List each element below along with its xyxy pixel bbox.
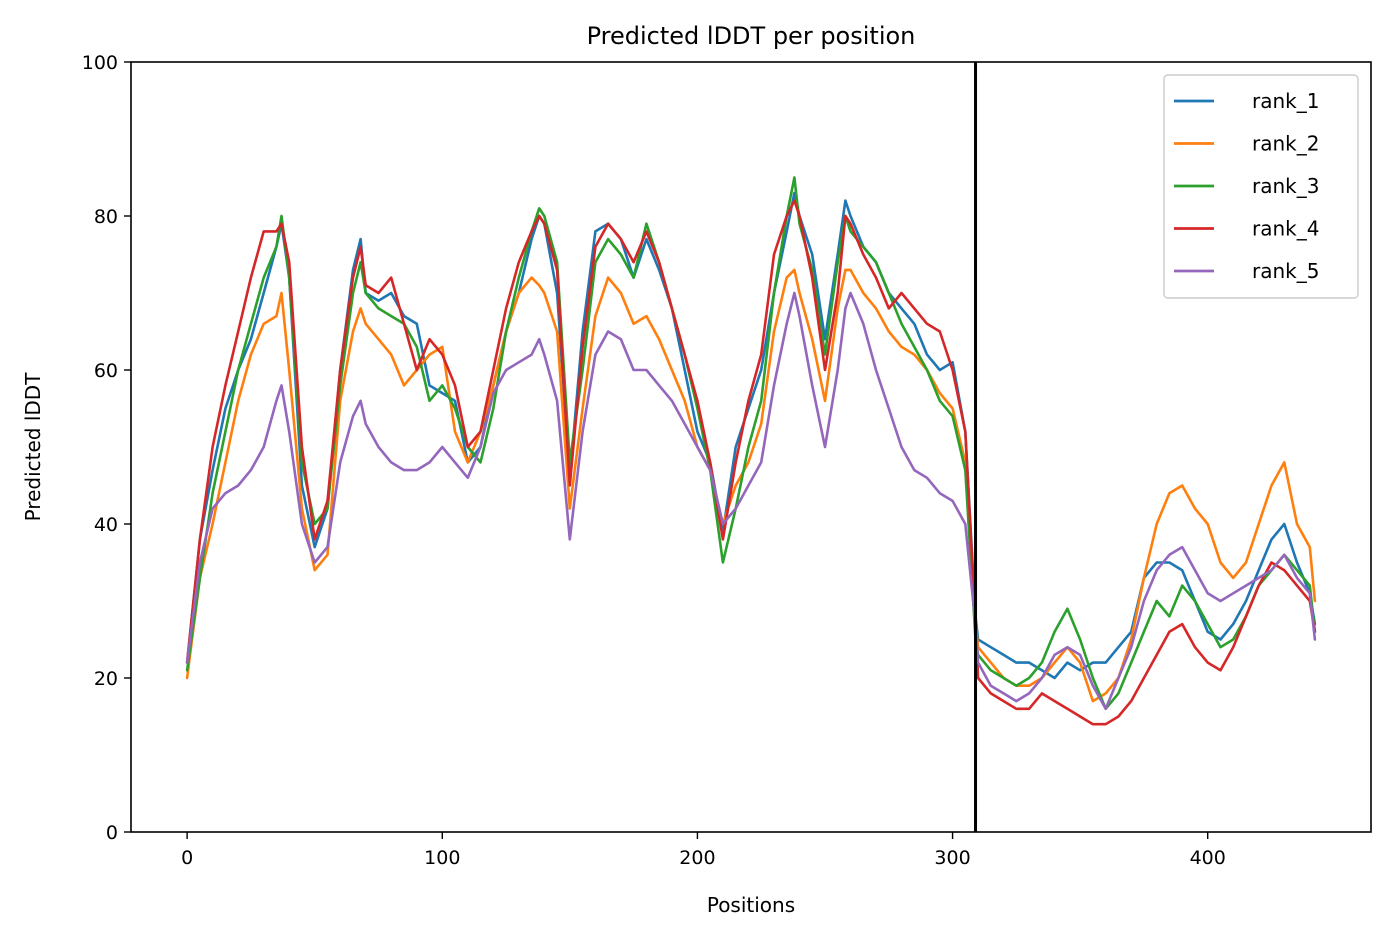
- x-tick-label: 300: [934, 847, 970, 869]
- legend-label: rank_2: [1252, 132, 1319, 156]
- legend-label: rank_3: [1252, 174, 1319, 198]
- series-line-rank_3: [185, 176, 1317, 711]
- chart-title: Predicted lDDT per position: [587, 22, 916, 50]
- x-axis-title: Positions: [707, 893, 795, 917]
- series-line-rank_4: [185, 199, 1317, 726]
- y-tick-label: 40: [94, 514, 118, 536]
- legend-box: [1163, 74, 1359, 299]
- legend-label: rank_1: [1252, 89, 1319, 113]
- y-axis-title: Predicted lDDT: [21, 372, 45, 522]
- series-line-rank_5: [185, 291, 1317, 711]
- y-tick-label: 80: [94, 206, 118, 228]
- y-tick-label: 0: [106, 822, 118, 844]
- x-tick-label: 400: [1190, 847, 1226, 869]
- plot-area: 0 100 200 300 400 0 20 40 60 80 100: [82, 52, 1372, 869]
- legend: rank_1 rank_2 rank_3 rank_4 rank_5: [1163, 74, 1359, 299]
- y-tick-label: 60: [94, 360, 118, 382]
- y-tick-label: 100: [82, 52, 118, 74]
- x-tick-label: 0: [181, 847, 193, 869]
- x-tick-label: 200: [679, 847, 715, 869]
- axes-frame: [130, 61, 1372, 833]
- legend-label: rank_5: [1252, 259, 1319, 283]
- x-tick-label: 100: [424, 847, 460, 869]
- legend-label: rank_4: [1252, 217, 1319, 241]
- y-tick-label: 20: [94, 668, 118, 690]
